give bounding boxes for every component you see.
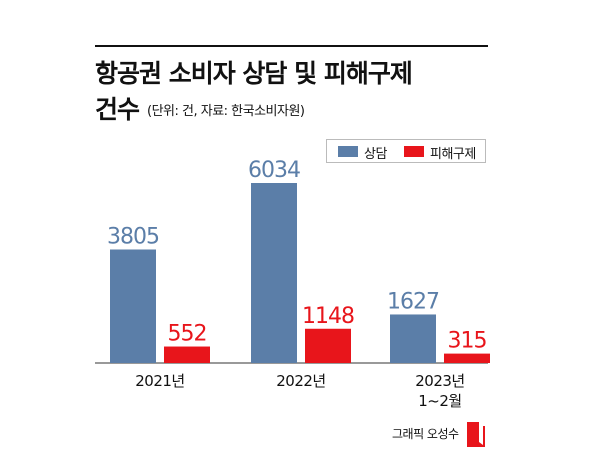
category-label-2-line1: 1~2월 [418, 392, 461, 410]
legend-label-relief: 피해구제 [430, 147, 476, 162]
graphic-credit: 그래픽 오성수 [392, 427, 459, 441]
data-label-relief-0: 552 [168, 322, 207, 347]
category-label-1: 2022년 [276, 372, 325, 390]
bar-relief-1 [305, 328, 351, 363]
title-rule [95, 45, 488, 47]
legend-label-consult: 상담 [364, 147, 387, 162]
category-label-2-line0: 2023년 [415, 372, 464, 390]
bar-relief-2 [444, 353, 490, 363]
data-label-consult-0: 3805 [107, 224, 159, 249]
category-label-0: 2021년 [135, 372, 184, 390]
bar-consult-1 [251, 183, 297, 363]
legend-swatch-relief [404, 146, 424, 157]
bar-consult-2 [390, 314, 436, 363]
chart-subtitle: (단위: 건, 자료: 한국소비자원) [147, 104, 305, 119]
data-label-consult-2: 1627 [387, 289, 439, 314]
data-label-relief-2: 315 [448, 329, 487, 354]
data-label-consult-1: 6034 [248, 158, 300, 183]
newspaper-logo-icon [467, 422, 485, 447]
chart-title: 항공권 소비자 상담 및 피해구제 [95, 59, 413, 88]
legend-swatch-consult [338, 146, 358, 157]
chart-title-continuation: 건수 [95, 95, 140, 124]
bar-relief-0 [164, 346, 210, 363]
legend: 상담 피해구제 [326, 139, 486, 163]
chart-title-line2: 건수 (단위: 건, 자료: 한국소비자원) [95, 90, 305, 126]
bar-consult-0 [110, 249, 156, 363]
data-label-relief-1: 1148 [302, 304, 354, 329]
